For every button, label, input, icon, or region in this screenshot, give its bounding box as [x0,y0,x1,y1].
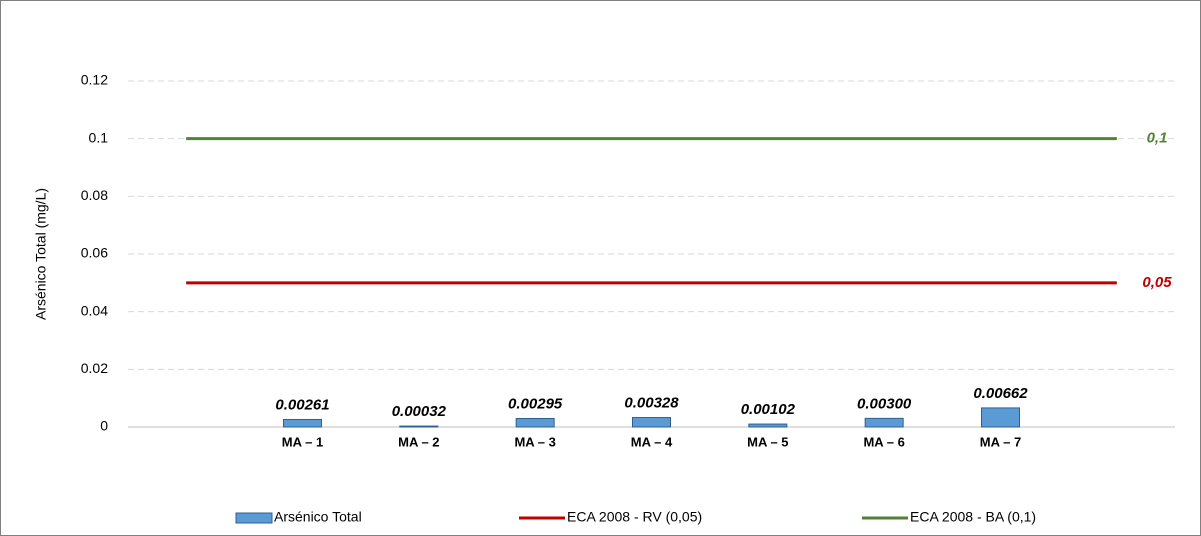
y-axis-title: Arsénico Total (mg/L) [33,188,49,320]
data-label: 0.00102 [741,401,796,418]
x-tick-label: MA – 4 [631,434,673,449]
data-label: 0.00295 [508,395,563,412]
data-label: 0.00261 [275,396,329,413]
data-label: 0.00300 [857,395,912,412]
bar [515,417,555,428]
data-label: 0,05 [1142,274,1172,291]
y-tick-label: 0 [100,418,108,434]
x-tick-label: MA – 3 [514,434,555,449]
y-tick-label: 0.02 [81,360,108,376]
data-label: 0.00032 [392,403,447,420]
x-tick-label: MA – 2 [398,434,439,449]
x-tick-label: MA – 5 [747,434,788,449]
legend-swatch [235,512,273,524]
data-label: 0.00662 [973,385,1028,402]
y-tick-label: 0.12 [81,72,108,88]
x-tick-label: MA – 6 [863,434,904,449]
legend-label: ECA 2008 - BA (0,1) [910,509,1036,525]
data-label: 0.00328 [624,395,679,412]
y-tick-label: 0.06 [81,245,108,261]
bar [399,425,439,428]
x-tick-label: MA – 7 [980,434,1021,449]
x-tick-label: MA – 1 [282,434,323,449]
legend-label: ECA 2008 - RV (0,05) [567,509,702,525]
bar [632,417,671,428]
bar [864,417,904,428]
data-label: 0,1 [1147,130,1168,147]
bar [748,423,788,428]
y-tick-label: 0.08 [81,187,108,203]
legend-label: Arsénico Total [274,509,362,525]
bar [283,418,322,428]
y-tick-label: 0.04 [81,302,108,318]
y-tick-label: 0.1 [89,129,109,145]
bar [981,407,1020,428]
